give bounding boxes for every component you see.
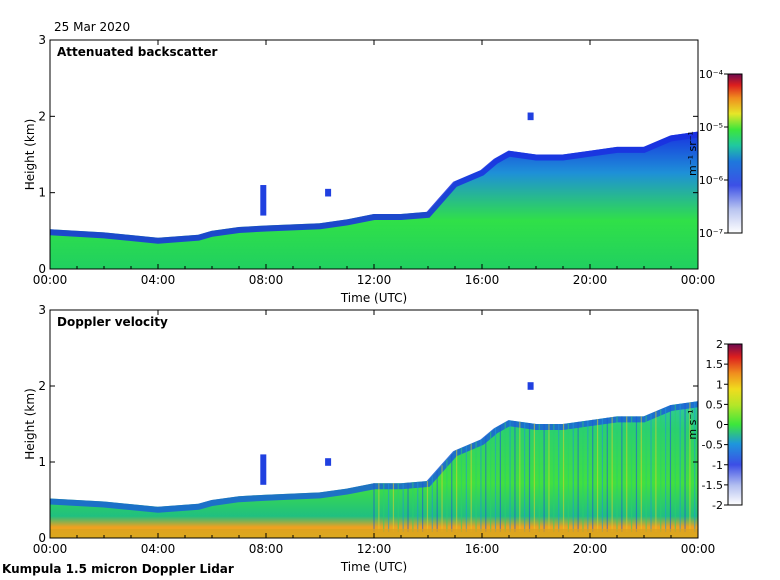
y-tick-label: 3 — [38, 33, 46, 47]
x-tick-label: 08:00 — [249, 273, 284, 287]
y-tick-label: 0 — [38, 531, 46, 545]
chart-title: Attenuated backscatter — [57, 45, 217, 59]
x-tick-label: 00:00 — [681, 273, 716, 287]
x-tick-label: 08:00 — [249, 542, 284, 556]
x-tick-label: 00:00 — [33, 542, 68, 556]
x-tick-label: 12:00 — [357, 273, 392, 287]
colorbar-tick-label: 10⁻⁷ — [699, 227, 723, 240]
isolated-feature-0 — [260, 185, 267, 216]
y-tick-label: 2 — [38, 109, 46, 123]
x-tick-label: 12:00 — [357, 542, 392, 556]
isolated-feature-2 — [527, 382, 534, 390]
signal-layer — [50, 112, 698, 269]
chart-panel-0: 00:00 04:00 08:00 12:00 16:00 20:00 00:000123T… — [23, 33, 743, 305]
colorbar-tick-label: 10⁻⁶ — [699, 174, 724, 187]
x-tick-label: 04:00 — [141, 273, 176, 287]
x-tick-label: 20:00 — [573, 273, 608, 287]
colorbar-tick-label: -1.5 — [702, 479, 723, 492]
x-tick-label: 00:00 — [33, 273, 68, 287]
colorbar-tick-label: -0.5 — [702, 439, 723, 452]
y-tick-label: 1 — [38, 186, 46, 200]
colorbar-tick-label: 1 — [716, 378, 723, 391]
y-axis-label: Height (km) — [23, 119, 37, 190]
y-tick-label: 3 — [38, 303, 46, 317]
x-tick-label: 16:00 — [465, 542, 500, 556]
signal-top-edge — [50, 401, 698, 513]
colorbar-tick-label: 10⁻⁴ — [699, 68, 724, 81]
colorbar-tick-label: -1 — [712, 459, 723, 472]
x-tick-label: 00:00 — [681, 542, 716, 556]
x-tick-label: 20:00 — [573, 542, 608, 556]
x-axis-label: Time (UTC) — [340, 560, 407, 574]
colorbar-tick-label: 0 — [716, 419, 723, 432]
colorbar-label: m s⁻¹ — [686, 409, 699, 439]
instrument-label: Kumpula 1.5 micron Doppler Lidar — [2, 562, 234, 576]
x-tick-label: 16:00 — [465, 273, 500, 287]
y-axis-label: Height (km) — [23, 388, 37, 459]
colorbar-tick-label: 0.5 — [706, 398, 724, 411]
colorbar-tick-label: 2 — [716, 338, 723, 351]
signal-top-edge — [50, 131, 698, 244]
colorbar-label: m⁻¹ sr⁻¹ — [686, 131, 699, 176]
chart-panel-1: 00:00 04:00 08:00 12:00 16:00 20:00 00:000123T… — [23, 303, 743, 574]
x-axis-label: Time (UTC) — [340, 291, 407, 305]
colorbar-tick-label: 10⁻⁵ — [699, 121, 723, 134]
y-tick-label: 1 — [38, 455, 46, 469]
isolated-feature-0 — [260, 454, 267, 485]
colorbar-tick-label: -2 — [712, 499, 723, 512]
colorbar — [727, 343, 743, 506]
colorbar-tick-label: 1.5 — [706, 358, 724, 371]
chart-title: Doppler velocity — [57, 315, 168, 329]
date-label: 25 Mar 2020 — [54, 20, 131, 34]
y-tick-label: 0 — [38, 262, 46, 276]
y-tick-label: 2 — [38, 379, 46, 393]
colorbar — [727, 73, 743, 234]
isolated-feature-1 — [325, 188, 332, 197]
isolated-feature-2 — [527, 112, 534, 121]
x-tick-label: 04:00 — [141, 542, 176, 556]
isolated-feature-1 — [325, 458, 332, 466]
